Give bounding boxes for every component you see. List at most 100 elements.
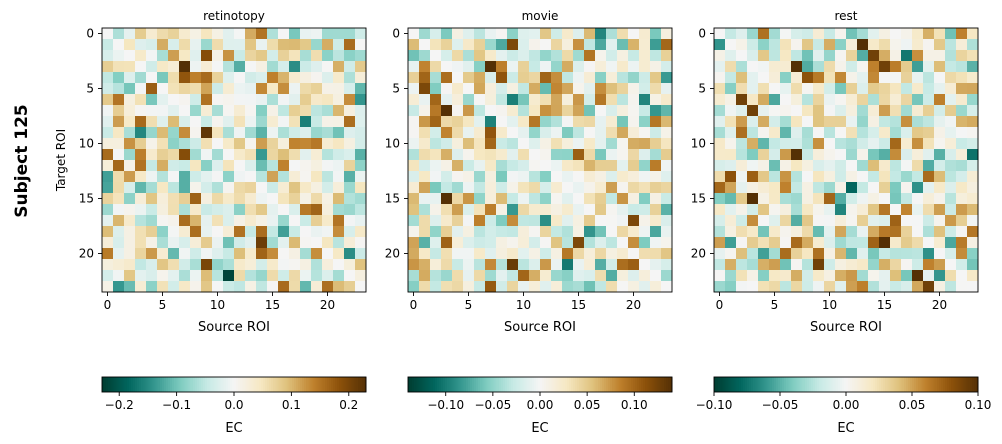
heatmap-cell: [124, 127, 136, 139]
heatmap-cell: [245, 61, 257, 73]
x-axis-label: Source ROI: [198, 320, 270, 335]
heatmap-cell: [934, 259, 946, 271]
heatmap-cell: [584, 204, 596, 216]
heatmap-cell: [628, 116, 640, 128]
heatmap-cell: [311, 182, 323, 194]
heatmap-cell: [956, 160, 968, 172]
heatmap-cell: [551, 149, 563, 161]
heatmap-cell: [344, 171, 356, 183]
heatmap-cell: [769, 226, 781, 238]
heatmap-cell: [835, 61, 847, 73]
heatmap-cell: [714, 83, 726, 95]
heatmap-cell: [355, 28, 367, 40]
heatmap-cell: [714, 160, 726, 172]
heatmap-cell: [474, 116, 486, 128]
heatmap-cell: [650, 138, 662, 150]
heatmap-cell: [923, 72, 935, 84]
heatmap-cell: [956, 215, 968, 227]
heatmap-cell: [540, 39, 552, 51]
heatmap-cell: [300, 193, 312, 205]
heatmap-cell: [408, 83, 420, 95]
heatmap-cell: [923, 105, 935, 117]
heatmap-cell: [102, 28, 114, 40]
heatmap-cell: [333, 39, 345, 51]
heatmap-cell: [267, 105, 279, 117]
heatmap-cell: [278, 61, 290, 73]
heatmap-cell: [661, 116, 673, 128]
heatmap-cell: [802, 270, 814, 282]
heatmap-cell: [967, 116, 979, 128]
heatmap-cell: [322, 39, 334, 51]
heatmap-cell: [485, 204, 497, 216]
heatmap-cell: [322, 193, 334, 205]
heatmap-cell: [157, 160, 169, 172]
y-tick-label: 5: [392, 82, 400, 96]
heatmap-cell: [912, 160, 924, 172]
heatmap-cell: [595, 193, 607, 205]
heatmap-cell: [725, 215, 737, 227]
heatmap-cell: [355, 116, 367, 128]
heatmap-cell: [540, 237, 552, 249]
heatmap-cell: [245, 94, 257, 106]
heatmap-cell: [868, 50, 880, 62]
heatmap-cell: [344, 127, 356, 139]
heatmap-cell: [584, 259, 596, 271]
heatmap-cell: [650, 160, 662, 172]
heatmap-cell: [846, 138, 858, 150]
heatmap-cell: [463, 116, 475, 128]
heatmap-cell: [496, 28, 508, 40]
heatmap-cell: [278, 281, 290, 293]
y-tick-label: 20: [385, 247, 400, 261]
heatmap-cell: [901, 215, 913, 227]
heatmap-cell: [113, 248, 125, 260]
heatmap-cell: [333, 226, 345, 238]
heatmap-cell: [289, 83, 301, 95]
heatmap-cell: [650, 61, 662, 73]
heatmap-cell: [441, 248, 453, 260]
heatmap-cell: [333, 105, 345, 117]
heatmap-cell: [311, 215, 323, 227]
heatmap-cell: [179, 259, 191, 271]
heatmap-cell: [300, 171, 312, 183]
heatmap-cell: [474, 83, 486, 95]
heatmap-cell: [518, 149, 530, 161]
heatmap-cell: [256, 237, 268, 249]
heatmap-cell: [540, 28, 552, 40]
heatmap-cell: [333, 215, 345, 227]
heatmap-cell: [835, 39, 847, 51]
heatmap-cell: [430, 138, 442, 150]
heatmap-cell: [780, 171, 792, 183]
heatmap-cell: [606, 149, 618, 161]
heatmap-cell: [879, 160, 891, 172]
heatmap-cell: [857, 171, 869, 183]
heatmap-cell: [912, 94, 924, 106]
heatmap-cell: [441, 28, 453, 40]
heatmap-cell: [857, 127, 869, 139]
heatmap-cell: [102, 237, 114, 249]
heatmap-cell: [661, 171, 673, 183]
heatmap-cell: [639, 61, 651, 73]
heatmap-cell: [146, 226, 158, 238]
heatmap-cell: [256, 248, 268, 260]
heatmap-cell: [967, 182, 979, 194]
y-tick-label: 0: [392, 27, 400, 41]
heatmap-cell: [496, 171, 508, 183]
heatmap-cell: [857, 248, 869, 260]
heatmap-cell: [113, 259, 125, 271]
heatmap-cell: [725, 149, 737, 161]
heatmap-cell: [355, 248, 367, 260]
heatmap-cell: [146, 215, 158, 227]
heatmap-cell: [791, 61, 803, 73]
heatmap-cell: [934, 237, 946, 249]
heatmap-cell: [813, 94, 825, 106]
heatmap-cell: [923, 281, 935, 293]
heatmap-cell: [769, 83, 781, 95]
heatmap-cell: [190, 193, 202, 205]
heatmap-cell: [661, 193, 673, 205]
heatmap-cell: [289, 193, 301, 205]
heatmap-cell: [901, 204, 913, 216]
heatmap-cell: [562, 226, 574, 238]
heatmap-cell: [736, 160, 748, 172]
x-tick-label: 10: [210, 298, 225, 312]
heatmap-cell: [967, 28, 979, 40]
